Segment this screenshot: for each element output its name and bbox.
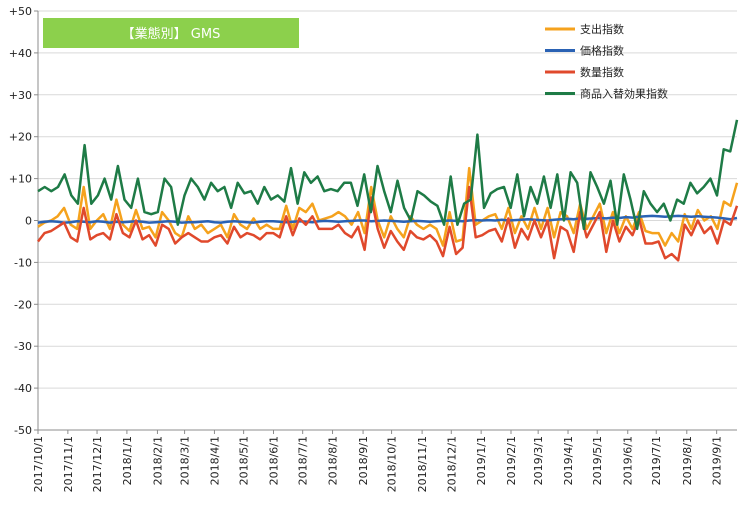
y-tick-label: -30 [14, 340, 32, 353]
y-tick-label: -10 [14, 256, 32, 269]
series-lines [37, 119, 739, 262]
y-tick-label: -40 [14, 382, 32, 395]
x-tick-label: 2019/2/1 [505, 436, 518, 485]
x-tick-label: 2018/8/1 [327, 436, 340, 485]
y-tick-label: 0 [25, 215, 32, 228]
y-tick-label: +20 [9, 131, 32, 144]
x-tick-label: 2018/1/1 [121, 436, 134, 485]
title-background [43, 18, 299, 48]
x-tick-label: 2019/9/1 [711, 436, 724, 485]
y-tick-label: +40 [9, 47, 32, 60]
chart-title: 【業態別】 GMS [122, 26, 221, 42]
y-axis-ticks: +50 +40 +30 +20 +10 0 -10 -20 -30 -40 -50 [9, 5, 38, 437]
x-tick-label: 2018/3/1 [179, 436, 192, 485]
x-tick-label: 2019/4/1 [562, 436, 575, 485]
series-line-1 [37, 214, 738, 224]
x-tick-label: 2018/9/1 [357, 436, 370, 485]
y-tick-label: +10 [9, 173, 32, 186]
x-tick-label: 2017/10/1 [32, 436, 45, 492]
y-tick-label: +30 [9, 89, 32, 102]
x-tick-label: 2019/8/1 [681, 436, 694, 485]
x-tick-label: 2018/4/1 [208, 436, 221, 485]
x-tick-label: 2018/10/1 [386, 436, 399, 492]
x-axis-ticks: 2017/10/1 2017/11/1 2017/12/1 2018/1/1 2018/… [32, 430, 724, 492]
title-box: 【業態別】 GMS [43, 18, 299, 48]
legend-label: 数量指数 [580, 65, 624, 79]
y-tick-label: -50 [14, 424, 32, 437]
x-tick-label: 2018/11/1 [416, 436, 429, 492]
series-line-3 [37, 119, 739, 231]
series-line-0 [37, 166, 739, 247]
x-tick-label: 2019/1/1 [475, 436, 488, 485]
legend-label: 価格指数 [580, 44, 624, 58]
series-line-2 [37, 185, 739, 262]
x-tick-label: 2019/3/1 [532, 436, 545, 485]
x-tick-label: 2018/6/1 [267, 436, 280, 485]
x-tick-label: 2018/5/1 [238, 436, 251, 485]
y-tick-label: -20 [14, 298, 32, 311]
x-tick-label: 2018/2/1 [151, 436, 164, 485]
x-tick-label: 2017/12/1 [91, 436, 104, 492]
x-tick-label: 2017/11/1 [62, 436, 75, 492]
x-tick-label: 2018/12/1 [445, 436, 458, 492]
y-tick-label: +50 [9, 5, 32, 18]
x-tick-label: 2019/6/1 [622, 436, 635, 485]
legend-label: 商品入替効果指数 [580, 87, 668, 101]
x-tick-label: 2019/5/1 [591, 436, 604, 485]
legend-label: 支出指数 [580, 22, 624, 36]
x-tick-label: 2019/7/1 [650, 436, 663, 485]
x-tick-label: 2018/7/1 [297, 436, 310, 485]
